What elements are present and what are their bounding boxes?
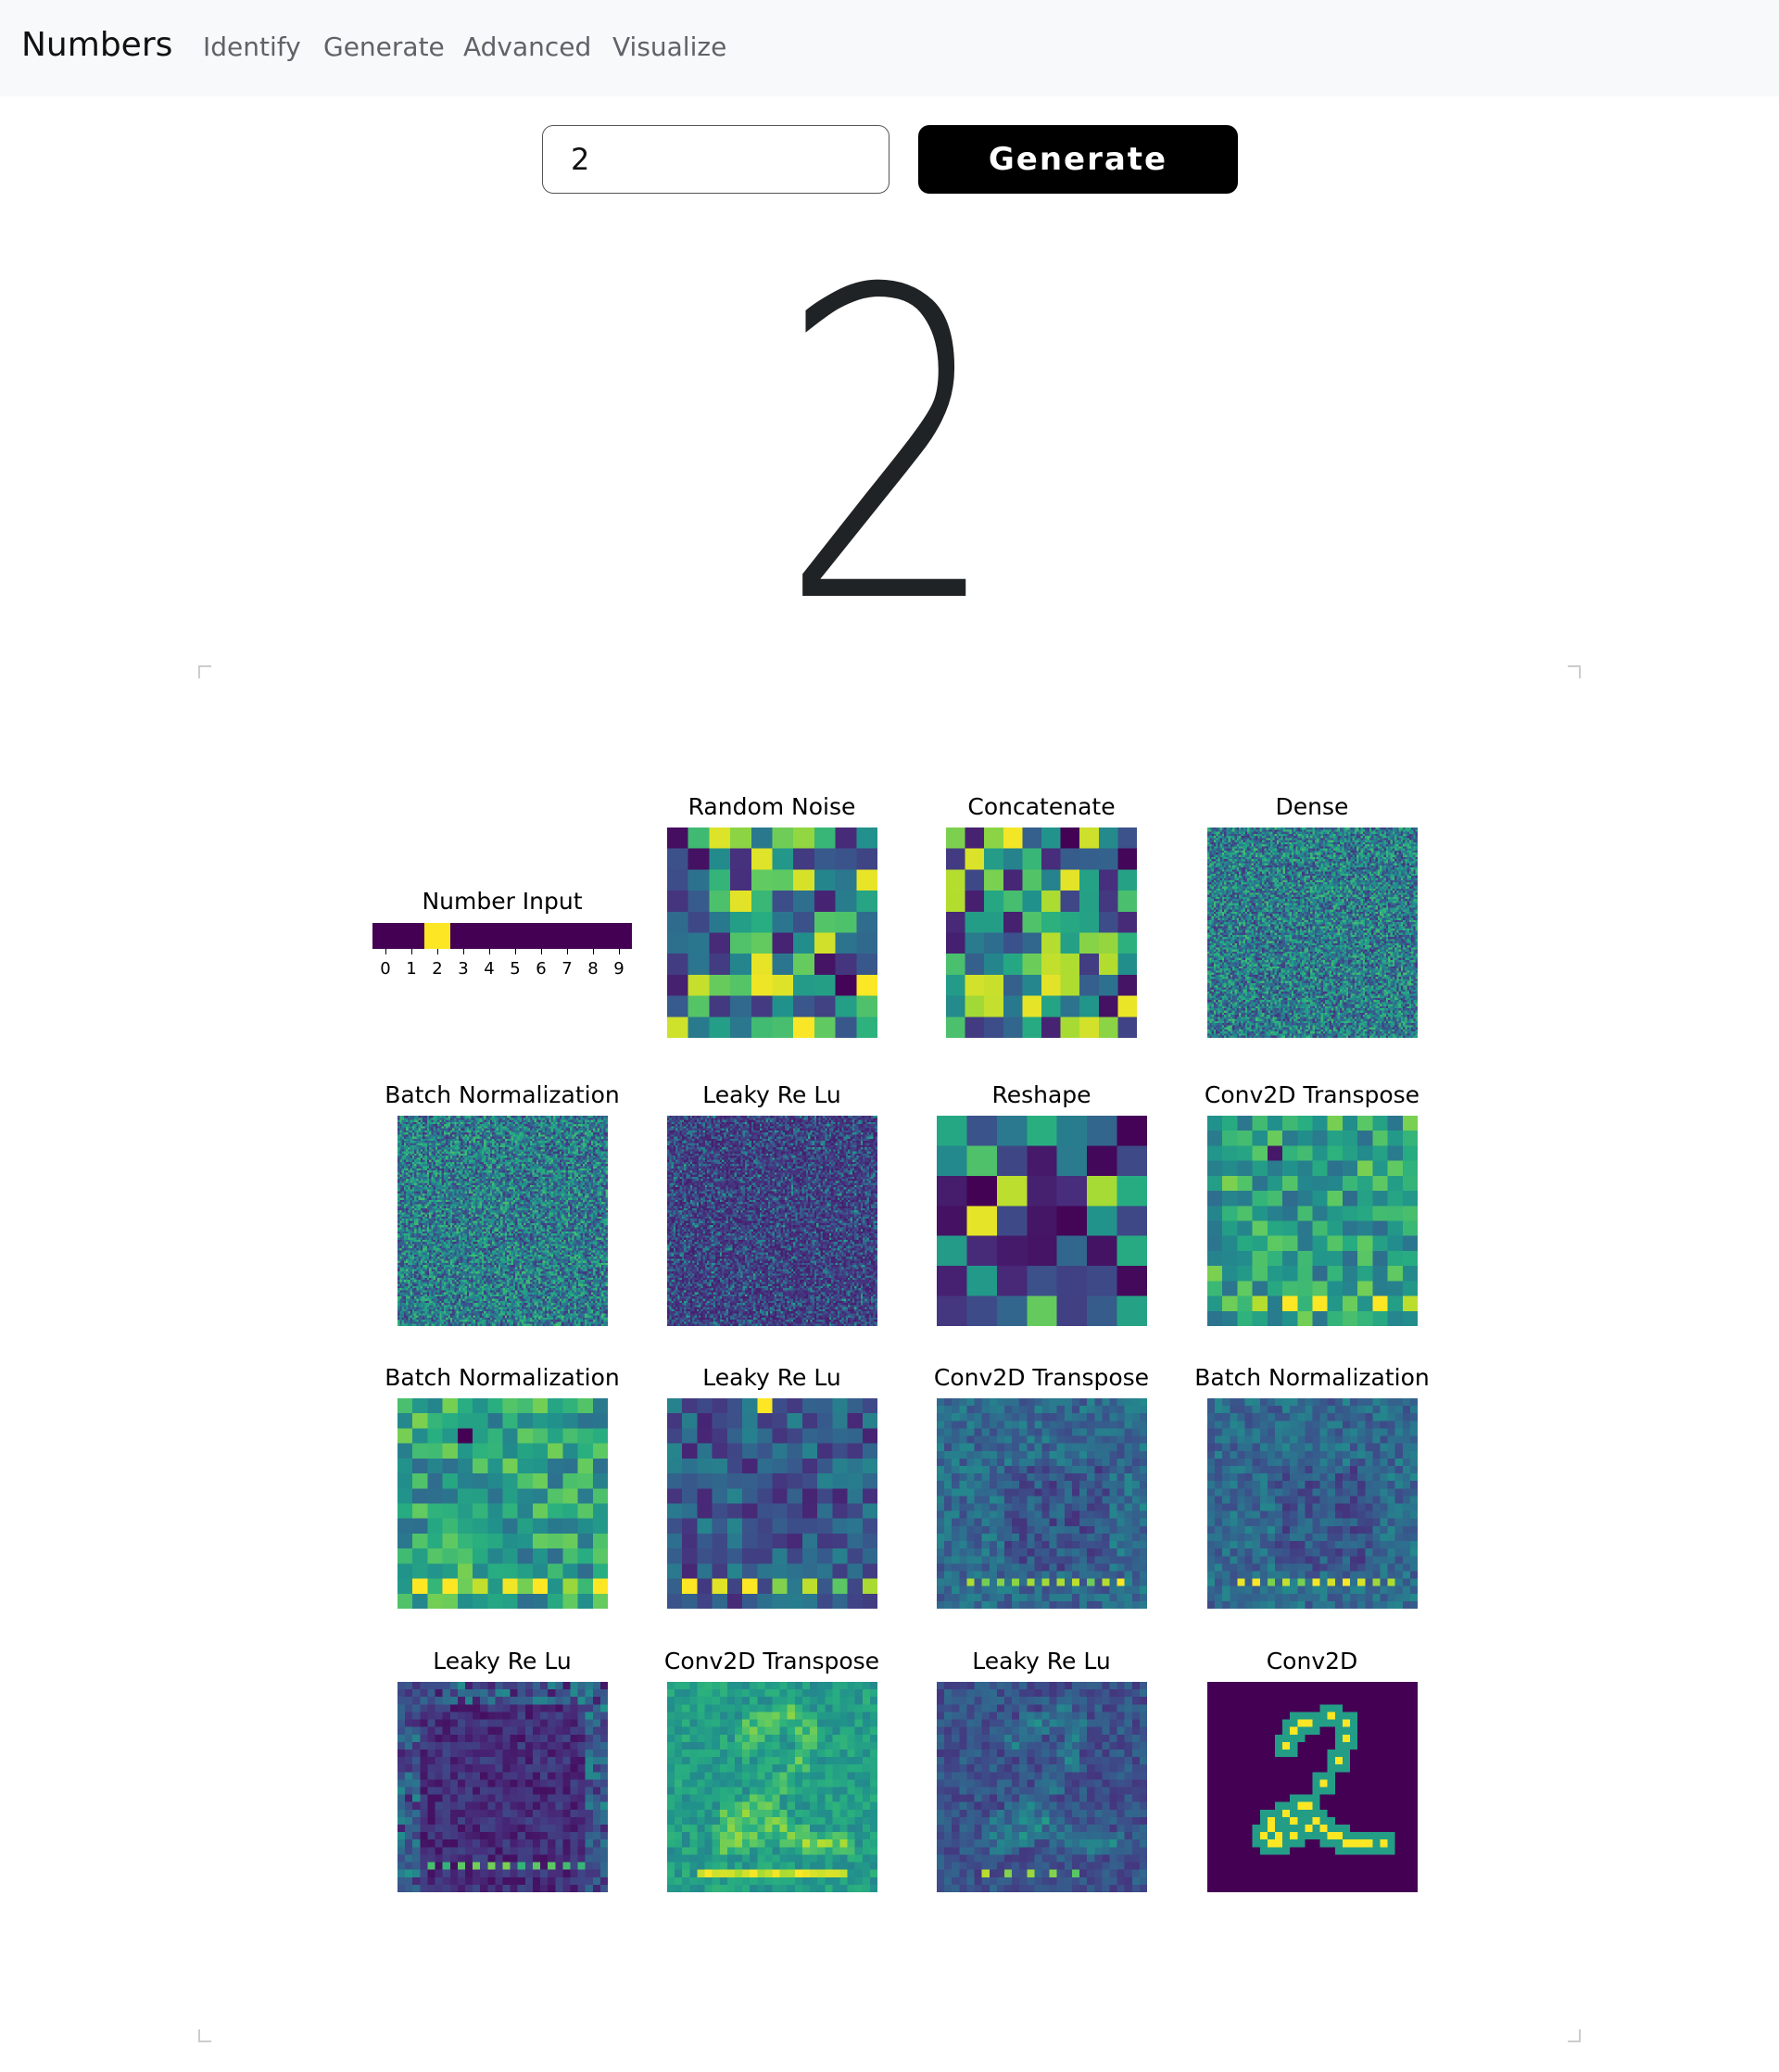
- frame-corner: [198, 665, 211, 678]
- tick-mark: [593, 949, 594, 954]
- layer-title: Random Noise: [688, 793, 856, 820]
- layer-activation-map: [1206, 1682, 1418, 1892]
- layer-title: Batch Normalization: [385, 1364, 620, 1391]
- tick-mark: [619, 949, 620, 954]
- tick-label: 5: [510, 959, 521, 979]
- layer-title: Concatenate: [967, 793, 1116, 820]
- tick-label: 2: [432, 959, 443, 979]
- tick-label: 1: [406, 959, 417, 979]
- number-input-field[interactable]: [542, 125, 890, 194]
- frame-corner: [1568, 665, 1581, 678]
- nav-link-generate[interactable]: Generate: [323, 32, 445, 62]
- nav-link-visualize[interactable]: Visualize: [612, 32, 727, 62]
- layer-title: Leaky Re Lu: [702, 1081, 841, 1108]
- tick-mark: [567, 949, 568, 954]
- layer-title: Conv2D Transpose: [1204, 1081, 1420, 1108]
- tick-label: 3: [458, 959, 469, 979]
- tick-label: 9: [613, 959, 625, 979]
- layer-activation-map: [397, 1398, 608, 1609]
- layer-activation-map: [936, 1682, 1147, 1892]
- layer-activation-map: [397, 1682, 608, 1892]
- layer-title: Batch Normalization: [1194, 1364, 1430, 1391]
- nav-link-identify[interactable]: Identify: [203, 32, 301, 62]
- generate-button[interactable]: Generate: [918, 125, 1238, 194]
- visualization-frame: [198, 665, 1581, 2042]
- tick-mark: [385, 949, 386, 954]
- frame-corner: [198, 2029, 211, 2042]
- tick-mark: [437, 949, 438, 954]
- layer-title: Dense: [1275, 793, 1349, 820]
- tick-mark: [515, 949, 516, 954]
- brand-link[interactable]: Numbers: [21, 26, 173, 64]
- layer-title: Batch Normalization: [385, 1081, 620, 1108]
- layer-activation-map: [936, 1116, 1147, 1326]
- layer-title: Conv2D Transpose: [663, 1648, 880, 1674]
- layer-activation-map: [1206, 1398, 1418, 1609]
- frame-corner: [1568, 2029, 1581, 2042]
- layer-activation-map: [1206, 828, 1418, 1038]
- navbar: Numbers Identify Generate Advanced Visua…: [0, 0, 1779, 96]
- nav-link-advanced[interactable]: Advanced: [463, 32, 592, 62]
- number-input-title: Number Input: [422, 888, 583, 915]
- number-input-bar: [372, 923, 632, 949]
- layer-title: Conv2D Transpose: [933, 1364, 1150, 1391]
- layer-title: Conv2D: [1266, 1648, 1358, 1674]
- layer-title: Leaky Re Lu: [702, 1364, 841, 1391]
- layer-title: Leaky Re Lu: [433, 1648, 572, 1674]
- layer-activation-map: [1206, 1116, 1418, 1326]
- tick-mark: [463, 949, 464, 954]
- tick-mark: [489, 949, 490, 954]
- layer-title: Leaky Re Lu: [972, 1648, 1111, 1674]
- tick-mark: [411, 949, 412, 954]
- layer-activation-map: [666, 1116, 877, 1326]
- layer-activation-map: [936, 1398, 1147, 1609]
- tick-label: 7: [561, 959, 573, 979]
- generated-digit-display: 2: [777, 201, 1001, 697]
- layer-activation-map: [397, 1116, 608, 1326]
- layer-activation-map: [946, 828, 1137, 1038]
- tick-label: 6: [536, 959, 547, 979]
- layer-activation-map: [666, 828, 877, 1038]
- layer-activation-map: [666, 1398, 877, 1609]
- tick-label: 0: [380, 959, 391, 979]
- layer-activation-map: [666, 1682, 877, 1892]
- tick-label: 4: [484, 959, 495, 979]
- tick-mark: [541, 949, 542, 954]
- layer-title: Reshape: [991, 1081, 1091, 1108]
- tick-label: 8: [587, 959, 599, 979]
